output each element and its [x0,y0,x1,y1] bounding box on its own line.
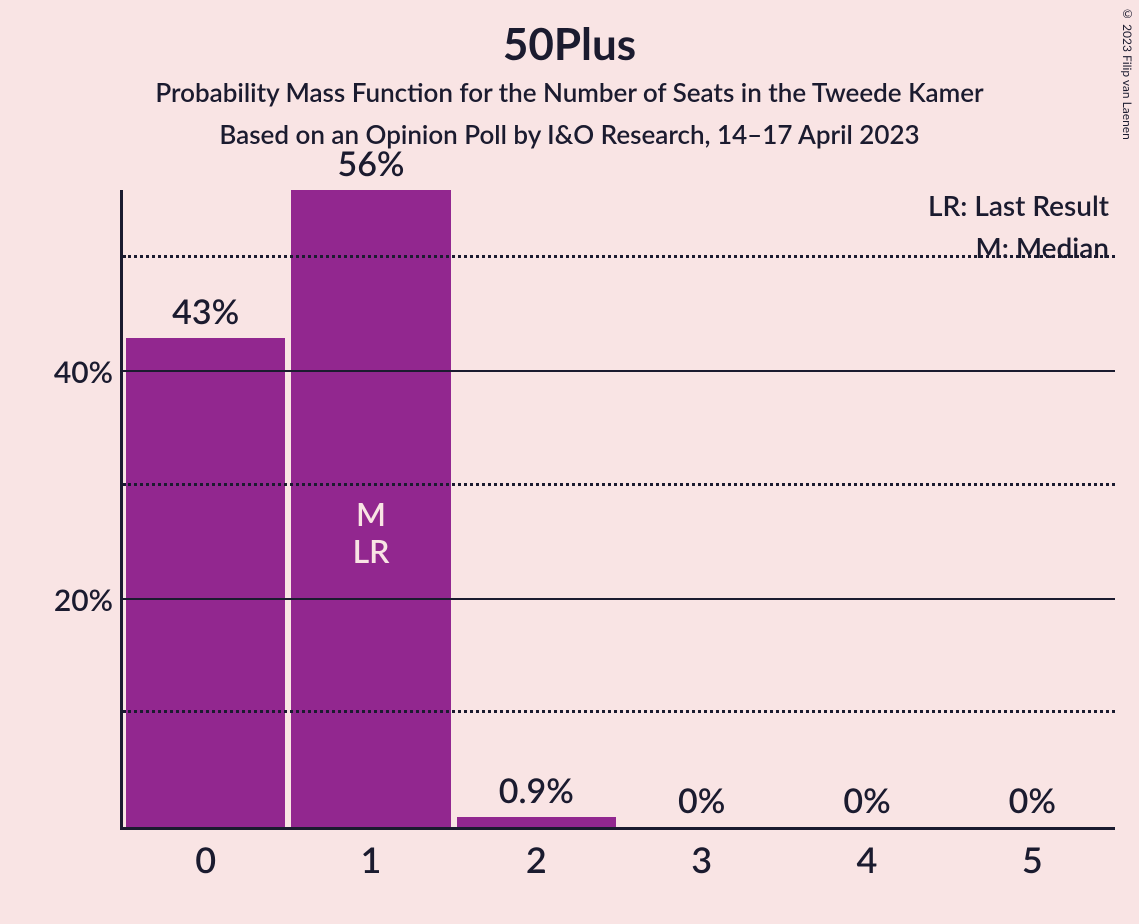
y-axis-label: 20% [54,582,123,618]
plot-area: LR: Last Result M: Median 43%056%MLR10.9… [120,190,1115,830]
pmf-bar-chart: LR: Last Result M: Median 43%056%MLR10.9… [40,190,1115,890]
bar-slot: 43%0 [123,190,288,827]
bar-slot: 56%MLR1 [288,190,453,827]
bar-value-label: 0% [787,780,946,827]
bar-slot: 0%3 [619,190,784,827]
x-axis-label: 0 [123,827,288,881]
chart-titles: 50Plus Probability Mass Function for the… [0,0,1139,150]
bar: 56%MLR [291,190,450,827]
x-axis-label: 2 [454,827,619,881]
x-axis-label: 1 [288,827,453,881]
x-axis-label: 5 [950,827,1115,881]
bar-slot: 0%5 [950,190,1115,827]
gridline [123,255,1115,258]
bar-value-label: 43% [126,291,285,338]
gridline [123,483,1115,486]
bar: 43% [126,338,285,827]
x-axis-label: 4 [784,827,949,881]
bar-value-label: 0% [622,780,781,827]
bar-marker-text: MLR [291,496,450,570]
bar-slot: 0.9%2 [454,190,619,827]
bar-value-label: 56% [291,143,450,190]
bar-slot: 0%4 [784,190,949,827]
bar-value-label: 0.9% [457,770,616,817]
gridline [123,370,1115,372]
chart-title: 50Plus [0,18,1139,70]
chart-subtitle-2: Based on an Opinion Poll by I&O Research… [0,118,1139,150]
gridline [123,710,1115,713]
copyright-text: © 2023 Filip van Laenen [1120,6,1135,140]
x-axis-label: 3 [619,827,784,881]
chart-subtitle-1: Probability Mass Function for the Number… [0,76,1139,108]
bars-container: 43%056%MLR10.9%20%30%40%5 [123,190,1115,827]
bar: 0.9% [457,817,616,827]
bar-value-label: 0% [953,780,1112,827]
gridline [123,598,1115,600]
y-axis-label: 40% [54,354,123,390]
